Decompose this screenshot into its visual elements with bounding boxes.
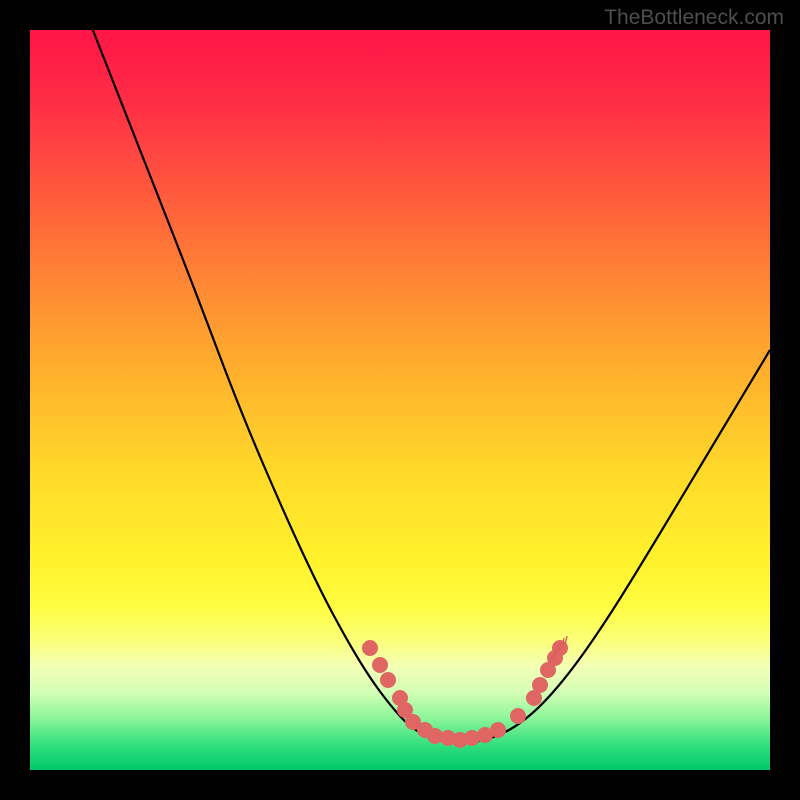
marker-dot xyxy=(465,731,480,746)
marker-dot xyxy=(381,673,396,688)
marker-dot xyxy=(511,709,526,724)
watermark-text: TheBottleneck.com xyxy=(604,6,784,30)
bottleneck-curve xyxy=(85,30,770,743)
marker-dot xyxy=(491,723,506,738)
chart-curve-layer xyxy=(30,30,770,770)
marker-dot xyxy=(373,658,388,673)
marker-cluster-group xyxy=(363,641,568,748)
chart-plot-area xyxy=(30,30,770,770)
marker-dot xyxy=(363,641,378,656)
marker-dot xyxy=(533,678,548,693)
marker-dot xyxy=(428,729,443,744)
